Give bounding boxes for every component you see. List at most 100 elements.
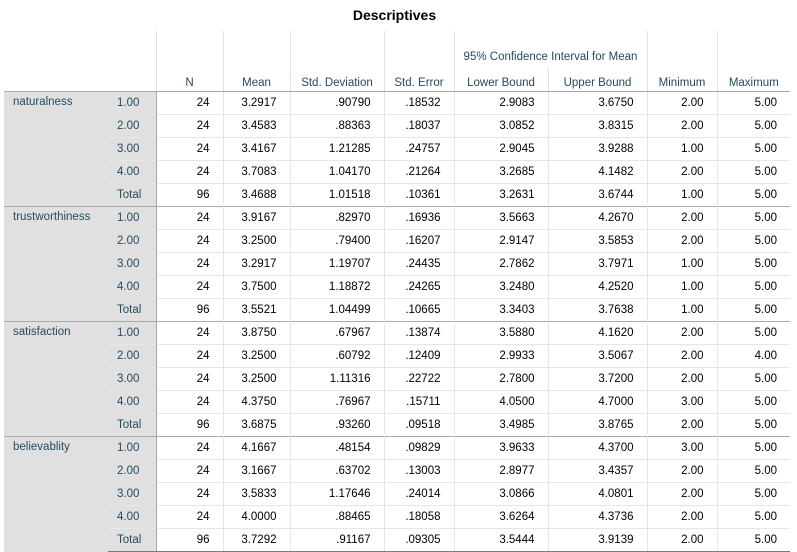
cell-n: 24 — [155, 459, 223, 483]
table-row: 2.00 24 3.4583.88363.18037 3.0852 3.8315 2.00… — [4, 114, 790, 138]
cell-lower-bound: 2.9147 — [453, 229, 548, 253]
cell-upper-bound: 4.2520 — [547, 275, 647, 299]
cell-std-deviation: 1.04499 — [289, 298, 384, 322]
cell-upper-bound: 4.3700 — [547, 436, 647, 460]
cell-std-deviation: .63702 — [289, 459, 384, 483]
table-title: Descriptives — [352, 7, 437, 23]
group-label: 4.00 — [108, 505, 156, 529]
cell-upper-bound: 3.5853 — [547, 229, 647, 253]
group-label: 2.00 — [108, 344, 156, 368]
cell-upper-bound: 4.1482 — [547, 160, 647, 184]
cell-std-error: .09518 — [383, 413, 454, 437]
cell-lower-bound: 3.5663 — [453, 206, 548, 230]
header-blank — [4, 31, 156, 69]
group-label: 4.00 — [108, 390, 156, 414]
cell-minimum: 2.00 — [646, 91, 717, 115]
variable-label: satisfaction — [4, 321, 108, 437]
cell-lower-bound: 2.8977 — [453, 459, 548, 483]
header-std-deviation: Std. Deviation — [289, 69, 384, 92]
cell-mean: 3.2917 — [222, 252, 290, 276]
group-label: 2.00 — [108, 229, 156, 253]
cell-minimum: 2.00 — [646, 482, 717, 506]
cell-upper-bound: 3.9288 — [547, 137, 647, 161]
table-row: Total 96 3.7292.91167.09305 3.5444 3.9139 2.0… — [4, 528, 790, 552]
group-label: 4.00 — [108, 160, 156, 184]
group-label: Total — [108, 298, 156, 322]
cell-lower-bound: 4.0500 — [453, 390, 548, 414]
cell-std-error: .24265 — [383, 275, 454, 299]
cell-mean: 3.2500 — [222, 344, 290, 368]
cell-n: 24 — [155, 275, 223, 299]
table-row: 4.00 24 4.0000.88465.18058 3.6264 4.3736 2.00… — [4, 505, 790, 529]
cell-mean: 4.1667 — [222, 436, 290, 460]
cell-n: 96 — [155, 413, 223, 437]
header-n: N — [155, 69, 223, 92]
cell-std-deviation: .91167 — [289, 528, 384, 552]
cell-upper-bound: 3.8315 — [547, 114, 647, 138]
cell-lower-bound: 2.9045 — [453, 137, 548, 161]
cell-maximum: 5.00 — [716, 413, 790, 437]
header-se-spacer — [383, 31, 454, 69]
cell-n: 24 — [155, 229, 223, 253]
cell-std-deviation: 1.04170 — [289, 160, 384, 184]
cell-mean: 3.4688 — [222, 183, 290, 207]
cell-std-deviation: .90790 — [289, 91, 384, 115]
cell-std-error: .09829 — [383, 436, 454, 460]
group-label: 3.00 — [108, 252, 156, 276]
cell-minimum: 1.00 — [646, 137, 717, 161]
cell-maximum: 5.00 — [716, 482, 790, 506]
table-row: 3.00 24 3.4167 1.21285.24757 2.9045 3.9288 1.0… — [4, 137, 790, 161]
cell-lower-bound: 3.5880 — [453, 321, 548, 345]
cell-lower-bound: 3.5444 — [453, 528, 548, 552]
table-row: believablity 1.00 24 4.1667.48154.09829 3.96… — [4, 436, 790, 552]
cell-std-deviation: 1.21285 — [289, 137, 384, 161]
cell-lower-bound: 3.9633 — [453, 436, 548, 460]
header-mean-spacer — [222, 31, 290, 69]
header-upper-bound: Upper Bound — [547, 69, 647, 92]
cell-n: 24 — [155, 344, 223, 368]
cell-std-deviation: 1.19707 — [289, 252, 384, 276]
table-row: Total 96 3.4688 1.01518.10361 3.2631 3.6744 1.… — [4, 183, 790, 207]
descriptives-table: 95% Confidence Interval for Mean N Mean … — [4, 31, 790, 552]
cell-upper-bound: 3.7200 — [547, 367, 647, 391]
cell-std-error: .15711 — [383, 390, 454, 414]
cell-upper-bound: 3.8765 — [547, 413, 647, 437]
cell-minimum: 3.00 — [646, 436, 717, 460]
table-row: Total 96 3.6875.93260.09518 3.4985 3.8765 2.0… — [4, 413, 790, 437]
table-row: 4.00 24 4.3750.76967.15711 4.0500 4.7000 3.00… — [4, 390, 790, 414]
cell-mean: 3.2500 — [222, 367, 290, 391]
cell-n: 24 — [155, 482, 223, 506]
cell-n: 96 — [155, 183, 223, 207]
cell-minimum: 1.00 — [646, 252, 717, 276]
cell-std-error: .16207 — [383, 229, 454, 253]
cell-n: 24 — [155, 436, 223, 460]
cell-minimum: 2.00 — [646, 321, 717, 345]
cell-minimum: 1.00 — [646, 183, 717, 207]
cell-lower-bound: 3.2480 — [453, 275, 548, 299]
header-n-spacer — [155, 31, 223, 69]
group-label: 1.00 — [108, 436, 156, 460]
cell-n: 96 — [155, 298, 223, 322]
group-label: 3.00 — [108, 367, 156, 391]
cell-std-error: .09305 — [383, 528, 454, 552]
cell-std-deviation: 1.17646 — [289, 482, 384, 506]
variable-label: believablity — [4, 436, 108, 552]
cell-n: 24 — [155, 505, 223, 529]
cell-lower-bound: 3.6264 — [453, 505, 548, 529]
table-row: satisfaction 1.00 24 3.8750.67967.13874 3.58… — [4, 321, 790, 437]
cell-minimum: 2.00 — [646, 229, 717, 253]
cell-std-error: .22722 — [383, 367, 454, 391]
cell-lower-bound: 3.2685 — [453, 160, 548, 184]
header-max-spacer — [716, 31, 790, 69]
cell-lower-bound: 2.9933 — [453, 344, 548, 368]
cell-mean: 3.9167 — [222, 206, 290, 230]
cell-maximum: 5.00 — [716, 390, 790, 414]
cell-n: 24 — [155, 91, 223, 115]
cell-std-error: .16936 — [383, 206, 454, 230]
cell-std-error: .18532 — [383, 91, 454, 115]
cell-lower-bound: 3.3403 — [453, 298, 548, 322]
cell-upper-bound: 3.7971 — [547, 252, 647, 276]
header-blank-2 — [4, 69, 156, 92]
cell-mean: 3.4167 — [222, 137, 290, 161]
cell-std-deviation: 1.11316 — [289, 367, 384, 391]
